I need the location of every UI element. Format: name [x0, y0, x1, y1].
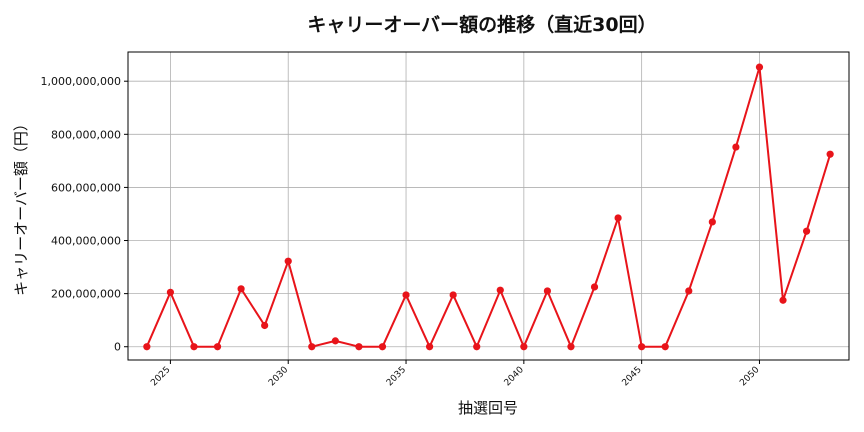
- data-point: [449, 291, 457, 299]
- series-line: [145, 66, 832, 348]
- data-point: [331, 337, 339, 345]
- data-point: [402, 291, 410, 299]
- plot-frame: [127, 51, 850, 361]
- x-axis-label: 抽選回号: [458, 399, 518, 417]
- y-tick-label: 0: [114, 341, 121, 354]
- data-point: [567, 343, 575, 351]
- data-point: [590, 283, 599, 291]
- x-tick-label: 2030: [267, 365, 290, 388]
- data-point: [614, 214, 622, 222]
- y-tick-label: 1,000,000,000: [41, 75, 121, 88]
- data-point: [638, 343, 646, 351]
- data-point: [661, 343, 669, 351]
- data-point: [284, 257, 292, 265]
- x-tick-label: 2040: [503, 365, 526, 388]
- y-axis: 0 200,000,000 400,000,000 600,000,000 800,00…: [41, 75, 128, 354]
- data-point: [520, 343, 528, 351]
- x-tick-label: 2045: [621, 365, 644, 388]
- y-tick-label: 200,000,000: [51, 288, 121, 301]
- data-point: [190, 343, 198, 351]
- data-point: [355, 343, 363, 351]
- data-point: [543, 287, 552, 295]
- y-tick-label: 800,000,000: [51, 128, 121, 141]
- data-point: [308, 343, 316, 351]
- data-point: [685, 287, 693, 295]
- y-tick-label: 400,000,000: [51, 235, 121, 248]
- data-point: [779, 296, 787, 304]
- y-tick-label: 600,000,000: [51, 181, 121, 194]
- data-point: [732, 143, 740, 151]
- x-tick-label: 2025: [149, 365, 172, 388]
- data-point: [378, 343, 387, 351]
- data-point: [708, 218, 716, 226]
- x-tick-label: 2035: [385, 365, 408, 388]
- grid: [128, 52, 849, 360]
- data-point: [496, 286, 504, 294]
- data-point: [826, 150, 834, 158]
- data-point: [473, 343, 481, 351]
- x-tick-label: 2050: [738, 365, 761, 388]
- y-axis-label: キャリーオーバー額（円）: [12, 116, 30, 296]
- data-point: [237, 285, 245, 293]
- data-point: [261, 321, 269, 330]
- data-point: [143, 343, 151, 351]
- x-axis: 2025 2030 2035 2040 2045 2050: [149, 360, 762, 388]
- data-point: [425, 343, 434, 351]
- data-point: [213, 343, 222, 351]
- data-point: [802, 227, 811, 235]
- data-point: [166, 288, 175, 296]
- chart-title: キャリーオーバー額の推移（直近30回）: [307, 13, 656, 36]
- series-layer: [143, 63, 834, 351]
- data-point: [755, 63, 764, 71]
